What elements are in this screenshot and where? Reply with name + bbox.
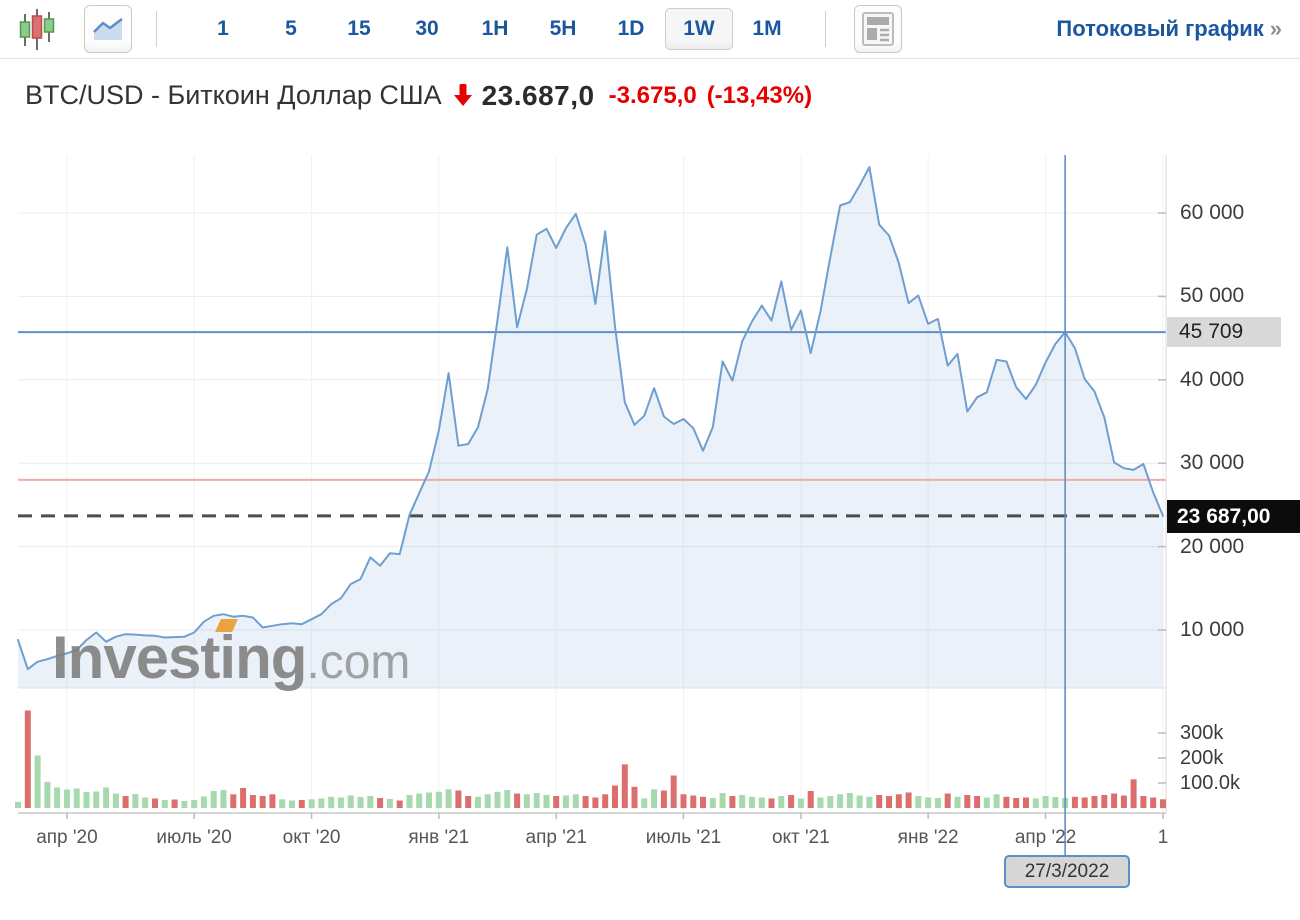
timeframe-1w-selected[interactable]: 1W: [665, 8, 733, 50]
time-axis-label: янв '22: [897, 827, 959, 848]
time-axis-label: апр '22: [1014, 827, 1077, 848]
chevron-right-double-icon: »: [1269, 16, 1282, 41]
volume-axis-label: 300k: [1180, 722, 1224, 744]
toolbar-separator: [825, 11, 826, 47]
volume-axis-label: 200k: [1180, 747, 1224, 769]
timeframe-30[interactable]: 30: [415, 17, 439, 40]
price-chart[interactable]: Investing.com 60 000 50 000 40 000 30 000 20…: [0, 155, 1300, 920]
price-down-arrow-icon: [453, 83, 472, 112]
time-axis-label: 1: [1157, 827, 1169, 848]
timeframe-15[interactable]: 15: [347, 17, 371, 40]
candlestick-chart-icon[interactable]: [16, 6, 58, 52]
news-panel-icon: [862, 12, 894, 46]
toolbar-separator: [156, 11, 157, 47]
time-axis-label: июль '21: [645, 827, 722, 848]
time-axis-label: июль '20: [156, 827, 232, 848]
line-chart-button[interactable]: [84, 5, 132, 53]
price-chart-canvas[interactable]: [0, 155, 1300, 920]
timeframe-1h[interactable]: 1H: [481, 17, 509, 40]
news-panel-button[interactable]: [854, 5, 902, 53]
timeframe-group: 1 5 15 30 1H 5H 1D 1W 1M: [189, 8, 801, 50]
time-axis-label: окт '20: [282, 827, 341, 848]
price-axis-label: 30 000: [1180, 451, 1245, 475]
price-axis-label: 10 000: [1180, 618, 1245, 641]
timeframe-1d[interactable]: 1D: [617, 17, 645, 40]
price-change: -3.675,0: [608, 81, 697, 109]
last-price-badge: 23 687,00: [1167, 500, 1300, 533]
volume-axis-label: 100.0k: [1180, 772, 1241, 794]
time-axis-label: окт '21: [771, 827, 830, 848]
timeframe-5[interactable]: 5: [285, 17, 297, 40]
chart-toolbar: 1 5 15 30 1H 5H 1D 1W 1M Потоковый графи…: [0, 0, 1300, 59]
price-axis-label: 50 000: [1180, 284, 1245, 308]
time-axis-label: апр '20: [36, 827, 98, 848]
area-chart-icon: [93, 18, 123, 40]
price-change-percent: (-13,43%): [706, 81, 813, 109]
instrument-title: BTC/USD - Биткоин Доллар США: [25, 80, 442, 110]
price-axis-label: 40 000: [1180, 367, 1245, 391]
price-axis-label: 60 000: [1180, 201, 1245, 224]
last-price: 23.687,0: [481, 79, 595, 111]
streaming-chart-link[interactable]: Потоковый график»: [1056, 16, 1282, 42]
time-axis-label: янв '21: [408, 827, 470, 848]
timeframe-5h[interactable]: 5H: [549, 17, 577, 40]
streaming-chart-link-label: Потоковый график: [1056, 16, 1264, 41]
investing-watermark: Investing.com: [52, 619, 410, 692]
candlestick-glyph: [19, 9, 55, 50]
watermark-text: Investing: [52, 624, 307, 691]
instrument-header: BTC/USD - Биткоин Доллар США 23.687,0 -3…: [25, 79, 812, 112]
timeframe-1[interactable]: 1: [217, 17, 229, 40]
crosshair-date-tooltip: 27/3/2022: [1004, 855, 1130, 888]
time-axis-label: апр '21: [525, 827, 587, 848]
timeframe-1m[interactable]: 1M: [752, 17, 782, 40]
price-axis-label: 20 000: [1180, 534, 1245, 558]
crosshair-price-badge: 45 709: [1167, 317, 1281, 347]
